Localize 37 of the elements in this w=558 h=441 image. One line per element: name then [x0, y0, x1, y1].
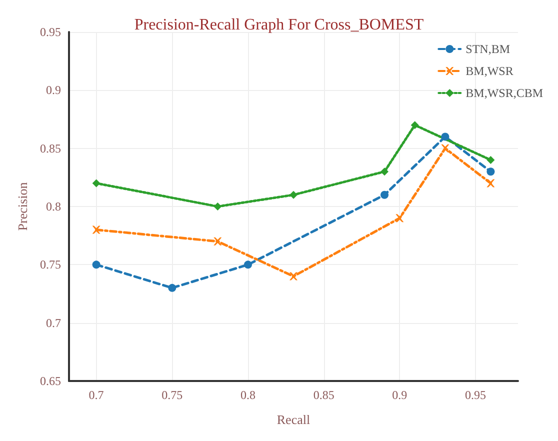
point: [290, 190, 298, 199]
point: [441, 132, 450, 141]
y-axis-title: Precision: [15, 182, 30, 231]
point: [168, 284, 176, 292]
point: [92, 226, 100, 234]
y-tick-label: 0.75: [40, 258, 61, 272]
point: [441, 144, 450, 152]
point: [486, 179, 495, 188]
legend-label: BM,WSR,CBM: [466, 86, 544, 100]
point: [486, 168, 495, 176]
x-tick-label: 0.95: [465, 388, 486, 402]
point: [380, 168, 389, 176]
point: [214, 202, 222, 210]
legend-label: STN,BM: [466, 42, 510, 56]
y-tick-label: 0.65: [40, 374, 61, 388]
x-tick-label: 0.75: [162, 388, 183, 402]
x-tick-label: 0.8: [240, 388, 256, 402]
x-axis-title: Recall: [276, 412, 310, 427]
y-tick-label: 0.8: [46, 200, 61, 214]
x-tick-label: 0.9: [392, 388, 408, 402]
point: [214, 237, 222, 246]
x-tick-label: 0.85: [313, 388, 334, 402]
point: [380, 190, 389, 199]
point: [92, 260, 100, 269]
point: [92, 179, 100, 188]
y-tick-label: 0.7: [46, 316, 61, 330]
point: [290, 272, 298, 280]
chart-title: Precision-Recall Graph For Cross_BOMEST: [134, 16, 424, 34]
y-tick-label: 0.85: [40, 141, 61, 156]
point: [410, 121, 419, 130]
point: [396, 214, 404, 222]
legend-label: BM,WSR: [466, 64, 514, 78]
y-tick-label: 0.9: [46, 83, 61, 98]
point: [486, 156, 495, 164]
y-tick-label: 0.95: [40, 25, 61, 39]
point: [244, 260, 252, 269]
x-tick-label: 0.7: [88, 388, 104, 402]
